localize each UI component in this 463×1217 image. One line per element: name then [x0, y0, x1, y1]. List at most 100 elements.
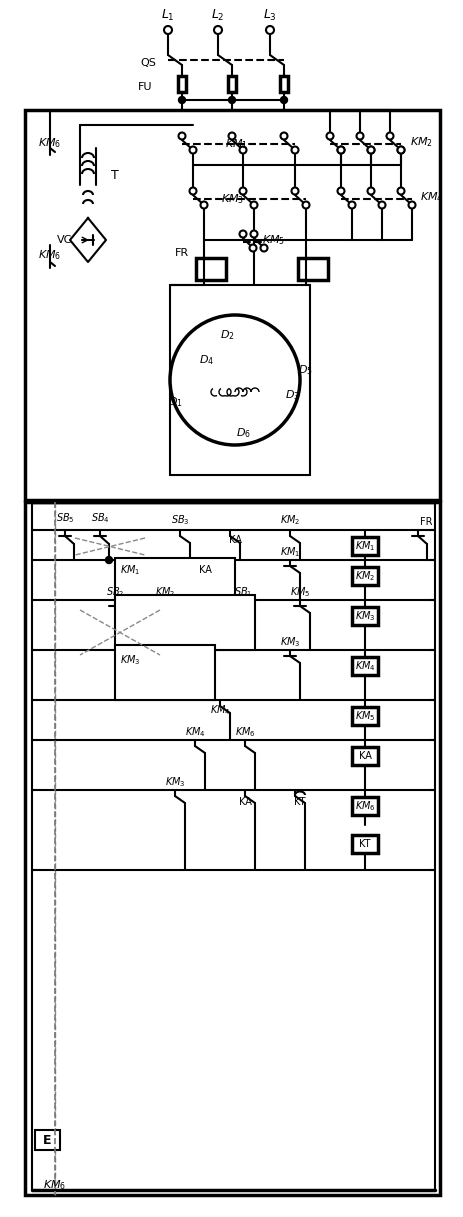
Bar — [115, 559, 234, 600]
Text: $KM_1$: $KM_1$ — [225, 138, 248, 151]
Text: $L_2$: $L_2$ — [211, 7, 224, 23]
Text: FR: FR — [419, 517, 432, 527]
Text: $KM_5$: $KM_5$ — [262, 234, 285, 247]
Circle shape — [356, 133, 363, 140]
Text: $KM_2$: $KM_2$ — [279, 514, 300, 527]
Bar — [351, 537, 377, 555]
Circle shape — [169, 315, 300, 445]
Text: KT: KT — [294, 797, 305, 807]
Circle shape — [249, 245, 256, 252]
Text: $KM_6$: $KM_6$ — [43, 1178, 67, 1191]
Text: $KM_4$: $KM_4$ — [354, 660, 375, 673]
Text: $D_1$: $D_1$ — [167, 396, 182, 409]
Circle shape — [291, 187, 298, 195]
Circle shape — [228, 133, 235, 140]
Text: KA: KA — [238, 797, 251, 807]
Bar — [279, 75, 288, 92]
Text: KT: KT — [358, 839, 370, 849]
Circle shape — [250, 230, 257, 237]
Text: $SB_5$: $SB_5$ — [56, 511, 74, 525]
Text: $KM_6$: $KM_6$ — [38, 136, 62, 150]
Circle shape — [407, 202, 414, 208]
Circle shape — [178, 133, 185, 140]
Circle shape — [260, 245, 267, 252]
Circle shape — [326, 133, 333, 140]
Text: $KM_2$: $KM_2$ — [354, 570, 375, 583]
Text: $KM_5$: $KM_5$ — [354, 710, 375, 723]
Circle shape — [337, 187, 344, 195]
Text: $L_3$: $L_3$ — [263, 7, 276, 23]
Circle shape — [189, 146, 196, 153]
Bar — [169, 285, 309, 475]
Text: FU: FU — [138, 82, 152, 92]
Circle shape — [386, 133, 393, 140]
Circle shape — [178, 96, 185, 103]
Circle shape — [239, 230, 246, 237]
Circle shape — [200, 202, 207, 208]
Circle shape — [367, 146, 374, 153]
Text: $D_5$: $D_5$ — [297, 363, 312, 377]
Text: $KM_6$: $KM_6$ — [354, 800, 375, 813]
Circle shape — [265, 26, 274, 34]
Text: T: T — [111, 168, 119, 181]
Text: $KM_1$: $KM_1$ — [279, 545, 300, 559]
Text: $KM_5$: $KM_5$ — [289, 585, 310, 599]
Text: KA: KA — [228, 535, 241, 545]
Text: $KM_1$: $KM_1$ — [119, 563, 140, 577]
Text: $KM_2$: $KM_2$ — [155, 585, 175, 599]
Text: $KM_4$: $KM_4$ — [209, 703, 230, 717]
Bar — [351, 607, 377, 626]
Bar — [351, 835, 377, 853]
Text: $KM_2$: $KM_2$ — [409, 135, 432, 148]
Text: KA: KA — [198, 565, 211, 574]
Circle shape — [397, 146, 404, 153]
Circle shape — [163, 26, 172, 34]
Circle shape — [239, 146, 246, 153]
Text: $D_6$: $D_6$ — [235, 426, 250, 439]
Circle shape — [280, 96, 287, 103]
Circle shape — [348, 202, 355, 208]
Text: $L_1$: $L_1$ — [161, 7, 175, 23]
Text: $KM_3$: $KM_3$ — [221, 192, 244, 206]
Circle shape — [105, 556, 112, 563]
Circle shape — [302, 202, 309, 208]
Bar — [351, 657, 377, 675]
Text: E: E — [43, 1133, 51, 1146]
Text: $KM_3$: $KM_3$ — [279, 635, 300, 649]
Circle shape — [189, 187, 196, 195]
Bar — [351, 747, 377, 765]
Text: $KM_3$: $KM_3$ — [354, 608, 375, 623]
Bar — [351, 707, 377, 725]
Text: $D_3$: $D_3$ — [284, 388, 299, 402]
Text: FR: FR — [175, 248, 189, 258]
Bar — [297, 258, 327, 280]
Bar — [351, 797, 377, 815]
Text: $KM_1$: $KM_1$ — [354, 539, 375, 553]
Circle shape — [291, 146, 298, 153]
Circle shape — [337, 146, 344, 153]
Text: $SB_3$: $SB_3$ — [170, 514, 189, 527]
Bar — [159, 658, 171, 668]
Text: QS: QS — [140, 58, 156, 68]
Circle shape — [280, 133, 287, 140]
Circle shape — [250, 202, 257, 208]
Text: $KM_6$: $KM_6$ — [38, 248, 62, 262]
Text: $KM_3$: $KM_3$ — [164, 775, 185, 789]
Text: $D_4$: $D_4$ — [199, 353, 214, 366]
Circle shape — [367, 146, 374, 153]
Text: VC: VC — [57, 235, 73, 245]
Circle shape — [397, 187, 404, 195]
Circle shape — [367, 187, 374, 195]
Text: $KM_6$: $KM_6$ — [234, 725, 255, 739]
Bar — [25, 110, 439, 500]
Circle shape — [228, 96, 235, 103]
Circle shape — [337, 146, 344, 153]
Text: $SB_2$: $SB_2$ — [106, 585, 124, 599]
Bar — [351, 567, 377, 585]
Text: $KM_3$: $KM_3$ — [119, 654, 140, 667]
Bar — [227, 75, 236, 92]
Circle shape — [213, 26, 221, 34]
Bar — [195, 258, 225, 280]
Bar — [115, 595, 255, 650]
Text: $KM_4$: $KM_4$ — [184, 725, 205, 739]
